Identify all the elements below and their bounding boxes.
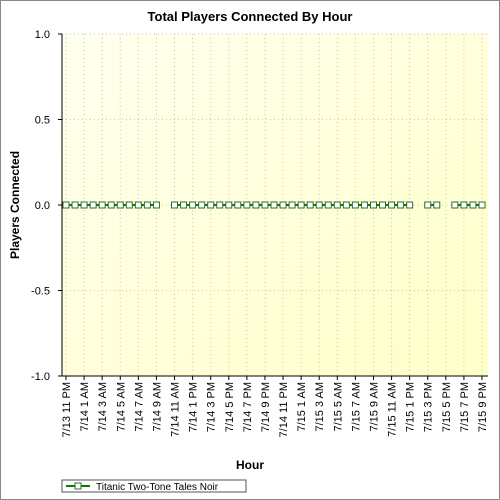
point-marker: [216, 201, 224, 209]
y-tick-label: 1.0: [35, 29, 50, 41]
point-marker: [433, 201, 441, 209]
x-tick-label: 7/14 5 PM: [224, 382, 236, 432]
point-marker: [152, 201, 160, 209]
x-axis-title: Hour: [236, 458, 264, 472]
point-marker: [369, 201, 377, 209]
point-marker: [180, 201, 188, 209]
point-marker: [342, 201, 350, 209]
x-tick-label: 7/14 5 AM: [115, 382, 127, 432]
point-marker: [379, 201, 387, 209]
chart-title: Total Players Connected By Hour: [148, 9, 353, 24]
point-marker: [107, 201, 115, 209]
x-tick-label: 7/14 3 PM: [206, 382, 218, 432]
point-marker: [261, 201, 269, 209]
point-marker: [478, 201, 486, 209]
point-marker: [234, 201, 242, 209]
point-marker: [315, 201, 323, 209]
x-tick-label: 7/15 3 PM: [423, 382, 435, 432]
point-marker: [360, 201, 368, 209]
x-tick-label: 7/14 1 AM: [79, 382, 91, 432]
y-axis-title: Players Connected: [8, 151, 22, 259]
x-tick-label: 7/15 7 PM: [459, 382, 471, 432]
x-tick-label: 7/14 7 AM: [133, 382, 145, 432]
point-marker: [243, 201, 251, 209]
point-marker: [134, 201, 142, 209]
point-marker: [207, 201, 215, 209]
point-marker: [252, 201, 260, 209]
point-marker: [62, 201, 70, 209]
point-marker: [143, 201, 151, 209]
point-marker: [297, 201, 305, 209]
point-marker: [198, 201, 206, 209]
y-tick-label: 0.5: [35, 115, 50, 127]
x-tick-label: 7/14 9 AM: [151, 382, 163, 432]
y-tick-label: 0.0: [35, 200, 50, 212]
point-marker: [189, 201, 197, 209]
x-tick-label: 7/15 7 AM: [350, 382, 362, 432]
y-tick-label: -0.5: [31, 286, 50, 298]
point-marker: [469, 201, 477, 209]
point-marker: [288, 201, 296, 209]
x-tick-label: 7/14 7 PM: [242, 382, 254, 432]
point-marker: [125, 201, 133, 209]
x-tick-label: 7/14 9 PM: [260, 382, 272, 432]
point-marker: [460, 201, 468, 209]
point-marker: [116, 201, 124, 209]
x-tick-label: 7/13 11 PM: [61, 382, 73, 437]
x-tick-label: 7/14 1 PM: [188, 382, 200, 432]
legend-label: Titanic Two-Tone Tales Noir: [96, 482, 219, 493]
point-marker: [171, 201, 179, 209]
x-tick-label: 7/15 5 PM: [441, 382, 453, 432]
point-marker: [98, 201, 106, 209]
x-tick-label: 7/14 11 AM: [170, 382, 182, 437]
point-marker: [451, 201, 459, 209]
legend-swatch-marker: [74, 482, 82, 490]
point-marker: [225, 201, 233, 209]
y-tick-label: -1.0: [31, 371, 50, 383]
x-tick-label: 7/14 11 PM: [278, 382, 290, 437]
x-tick-label: 7/15 11 AM: [387, 382, 399, 437]
point-marker: [324, 201, 332, 209]
x-tick-label: 7/15 1 PM: [405, 382, 417, 432]
point-marker: [270, 201, 278, 209]
point-marker: [424, 201, 432, 209]
point-marker: [279, 201, 287, 209]
x-tick-label: 7/14 3 AM: [97, 382, 109, 432]
point-marker: [406, 201, 414, 209]
point-marker: [351, 201, 359, 209]
point-marker: [71, 201, 79, 209]
point-marker: [397, 201, 405, 209]
point-marker: [306, 201, 314, 209]
x-tick-label: 7/15 3 AM: [314, 382, 326, 432]
x-tick-label: 7/15 9 PM: [477, 382, 489, 432]
point-marker: [80, 201, 88, 209]
legend: [61, 479, 247, 493]
point-marker: [388, 201, 396, 209]
x-tick-label: 7/15 9 AM: [368, 382, 380, 432]
point-marker: [333, 201, 341, 209]
x-tick-label: 7/15 5 AM: [332, 382, 344, 432]
x-tick-label: 7/15 1 AM: [296, 382, 308, 432]
point-marker: [89, 201, 97, 209]
